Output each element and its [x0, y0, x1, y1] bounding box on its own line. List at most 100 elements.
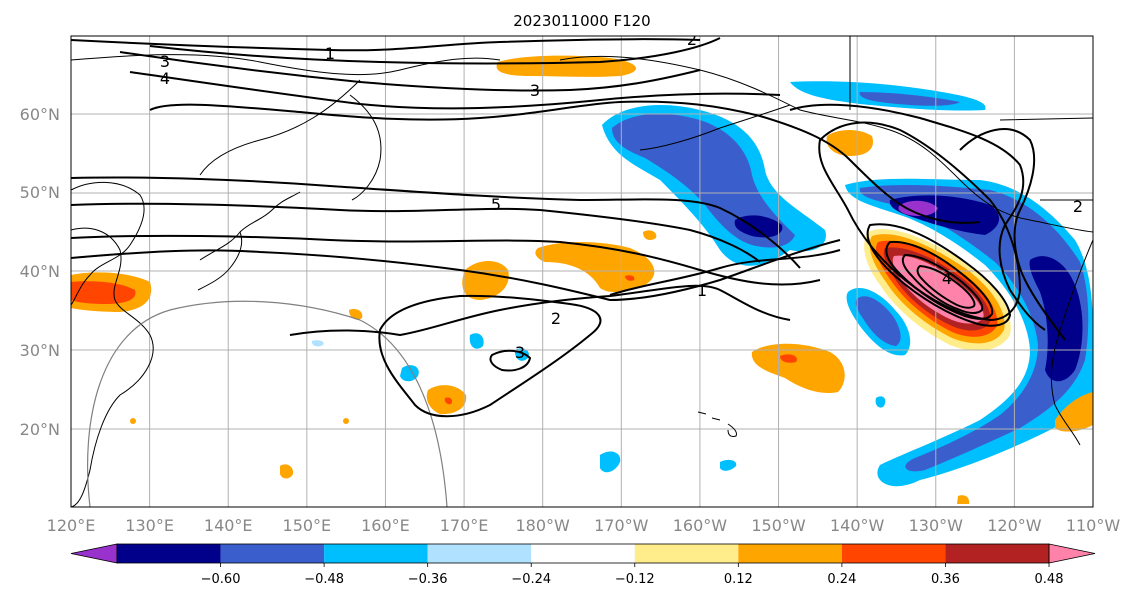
contour-labels: 1 2 3 4 5 3 2 1 3 4 2: [160, 30, 1083, 362]
contour-label: 2: [551, 309, 561, 328]
contour-line-1-east: [959, 128, 1066, 341]
lon-label: 120°E: [47, 516, 96, 535]
contour-line-low-loop-2: [866, 223, 1012, 327]
orange-region-central-b: [535, 242, 655, 292]
coastline-aleutians: [639, 104, 791, 151]
blue-region-alaska-strip-dark: [859, 92, 960, 106]
contour-line-south-loop: [378, 294, 602, 418]
contour-label: 4: [942, 269, 952, 288]
coastline-north-border: [849, 36, 1093, 121]
orange-region-small-b: [280, 464, 294, 479]
great-circle-arc: [87, 300, 448, 507]
colorbar-swatch: [945, 544, 1049, 563]
contour-line-5: [71, 202, 761, 263]
colorbar-tick-label: −0.60: [201, 572, 241, 587]
orange-region-small-d: [957, 495, 970, 504]
contour-label: 3: [530, 81, 540, 100]
contour-line-2-north: [149, 37, 721, 65]
colorbar-outline: [116, 543, 1050, 564]
lon-label: 150°W: [751, 516, 806, 535]
contour-line-1-south: [609, 249, 841, 296]
contour-label: 2: [1073, 197, 1083, 216]
colorbar-swatch: [738, 544, 842, 563]
coastline-alaska: [559, 55, 1093, 233]
contour-lines: [71, 37, 1066, 418]
orange-region-dot-b: [343, 418, 349, 424]
colorbar-tick-label: 0.12: [724, 572, 753, 587]
colorbar-extend-max: [1048, 543, 1096, 564]
coastline-hawaii: [697, 411, 737, 437]
contour-line-4-north: [129, 71, 781, 110]
lon-label: 170°W: [594, 516, 649, 535]
colorbar: −0.60 −0.48 −0.36 −0.24 −0.12 0.12 0.24 0.36 0.4…: [70, 543, 1139, 587]
contour-label: 1: [325, 44, 335, 63]
blue-region-north-pacific-core: [734, 215, 783, 238]
lon-label: 120°W: [987, 516, 1042, 535]
orange-region-dot-a: [130, 418, 136, 424]
lat-label: 60°N: [20, 105, 60, 124]
colorbar-extend-min: [70, 543, 118, 564]
contour-line-1-north: [71, 38, 701, 52]
lat-label: 50°N: [20, 183, 60, 202]
lat-label: 40°N: [20, 262, 60, 281]
blue-region-east-patch-dark: [855, 296, 901, 346]
lat-label: 30°N: [20, 341, 60, 360]
lon-label: 160°E: [361, 516, 410, 535]
lon-label: 160°W: [673, 516, 728, 535]
contour-label: 2: [687, 30, 697, 49]
contour-line-low-loop-1: [818, 121, 1022, 322]
colorbar-swatch: [427, 544, 532, 563]
coastline-japan: [197, 191, 301, 291]
lon-label: 180°W: [516, 516, 571, 535]
orange-region-red-spot-c: [444, 397, 453, 405]
orange-region-mid-east: [751, 343, 845, 394]
contour-label: 4: [160, 69, 170, 88]
colorbar-tick-label: −0.36: [408, 572, 448, 587]
colorbar-tick-label: −0.24: [511, 572, 551, 587]
colorbar-tick-label: 0.48: [1035, 572, 1064, 587]
orange-region-small-c: [643, 230, 657, 240]
coastline-north-america-west: [1050, 239, 1093, 446]
map-title: 2023011000 F120: [513, 12, 650, 30]
colorbar-tick-label: −0.12: [615, 572, 655, 587]
lon-label: 130°W: [909, 516, 964, 535]
blue-region-gulf-alaska-dark: [859, 184, 1089, 472]
colorbar-swatch: [220, 544, 325, 563]
orange-region-red-spot-a: [780, 354, 797, 363]
blue-region-small-d: [469, 333, 484, 349]
lat-label: 20°N: [20, 420, 60, 439]
colorbar-swatch: [634, 544, 739, 563]
orange-region-red-spot-b: [625, 275, 635, 281]
contour-label: 3: [515, 343, 525, 362]
latitude-labels: 60°N 50°N 40°N 30°N 20°N: [20, 105, 60, 439]
contour-label: 1: [697, 281, 707, 300]
coastlines: [71, 36, 1093, 507]
colorbar-tick-label: −0.48: [304, 572, 344, 587]
lon-label: 170°E: [440, 516, 489, 535]
gridlines: [71, 36, 1093, 507]
contour-line-south-arc-1: [71, 176, 801, 269]
contour-label: 5: [491, 195, 501, 214]
contour-line-low-loop-4: [901, 253, 984, 314]
blue-region-small-g: [311, 340, 324, 347]
map-panel: 1 2 3 4 5 3 2 1 3 4 2: [70, 30, 1094, 508]
coastline-kamchatka: [349, 94, 382, 201]
blue-region-small-a: [600, 451, 621, 473]
orange-region-west-edge-core: [71, 281, 136, 304]
contour-line-south-arc-4: [71, 239, 841, 302]
map-frame: [70, 35, 1094, 508]
colorbar-tick-label: 0.36: [931, 572, 960, 587]
coastline-siberia: [71, 54, 501, 176]
contour-line-low-loop-5: [916, 264, 976, 309]
colorbar-swatch: [324, 544, 428, 563]
contour-line-east-trough: [789, 103, 1046, 331]
blue-region-small-f: [875, 396, 886, 408]
lon-label: 140°W: [830, 516, 885, 535]
blue-region-small-b: [720, 459, 737, 471]
colorbar-tick-label: 0.24: [827, 572, 856, 587]
coastline-korea-china: [71, 181, 145, 306]
colorbar-swatch: [531, 544, 635, 563]
lon-label: 150°E: [283, 516, 332, 535]
colorbar-swatch: [117, 544, 221, 563]
